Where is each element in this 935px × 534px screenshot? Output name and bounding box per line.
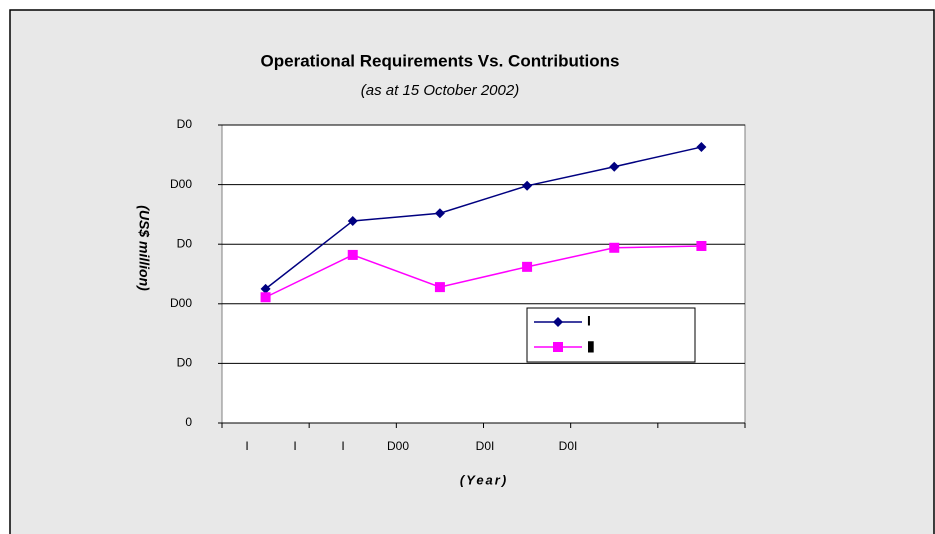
chart-title: Operational Requirements Vs. Contributio…	[261, 51, 620, 70]
plot-area	[221, 124, 746, 424]
x-tick-label: I	[341, 439, 344, 453]
marker	[260, 292, 271, 303]
x-tick-label: I	[293, 439, 296, 453]
y-axis-label: (US$ million)	[136, 205, 152, 291]
marker	[553, 342, 563, 352]
marker	[260, 283, 271, 294]
x-tick-label: D00	[387, 439, 409, 453]
y-tick-label: D0	[177, 236, 193, 250]
marker	[609, 242, 620, 253]
x-axis-label: (Year)	[460, 472, 508, 487]
legend	[526, 307, 696, 363]
y-tick-label: D0	[177, 117, 193, 131]
y-tick-label: D00	[170, 296, 192, 310]
x-tick-label: I	[245, 439, 248, 453]
chart-subtitle: (as at 15 October 2002)	[361, 82, 519, 99]
legend-label: I	[587, 313, 591, 329]
marker	[347, 249, 358, 260]
y-tick-label: D00	[170, 177, 192, 191]
y-tick-label: D0	[177, 356, 193, 370]
marker	[609, 161, 620, 172]
series-line	[265, 146, 702, 290]
marker	[696, 240, 707, 251]
marker	[553, 317, 563, 327]
marker	[696, 142, 707, 153]
x-tick-label: D0I	[559, 439, 578, 453]
series-line	[265, 245, 702, 298]
marker	[434, 208, 445, 219]
marker	[434, 282, 445, 293]
marker	[347, 215, 358, 226]
marker	[522, 261, 533, 272]
y-tick-label: 0	[185, 415, 192, 429]
legend-label: ▮	[587, 338, 595, 354]
marker	[522, 180, 533, 191]
x-tick-label: D0I	[476, 439, 495, 453]
